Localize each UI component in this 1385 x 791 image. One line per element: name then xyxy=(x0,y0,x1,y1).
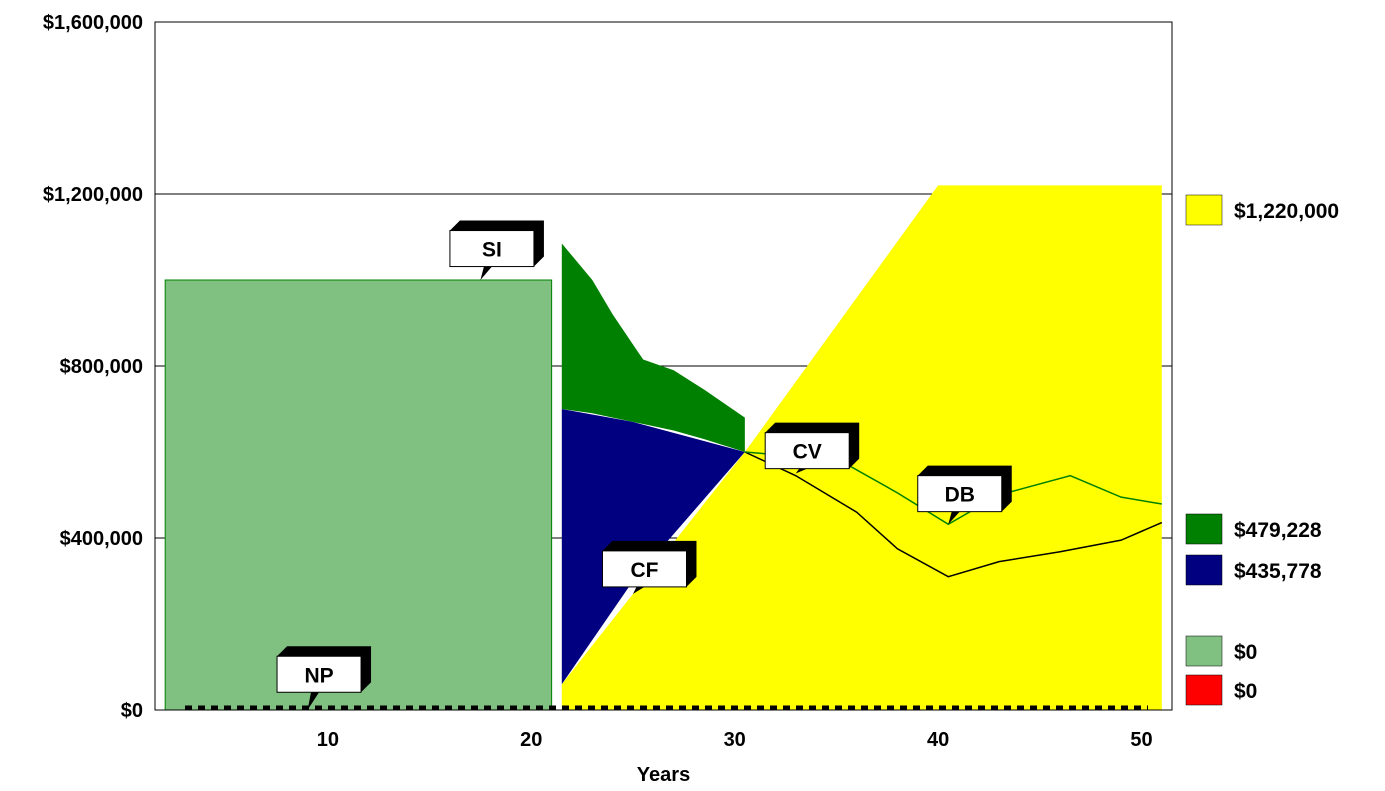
legend: $1,220,000 $479,228 $435,778 $0 $0 xyxy=(1185,194,1339,706)
x-tick-label: 50 xyxy=(1130,729,1152,751)
legend-swatch xyxy=(1185,674,1223,706)
callout-label: DB xyxy=(945,484,975,507)
y-axis: $0 $400,000 $800,000 $1,200,000 $1,600,000 xyxy=(43,12,143,722)
callout-label: SI xyxy=(482,239,502,262)
legend-item: $0 xyxy=(1185,635,1257,667)
legend-label: $0 xyxy=(1234,641,1257,664)
legend-swatch xyxy=(1185,635,1223,667)
y-tick-label: $1,600,000 xyxy=(43,12,143,34)
callout-label: CV xyxy=(793,441,822,464)
callout-db: DB xyxy=(917,465,1012,525)
callout-pointer xyxy=(948,511,960,525)
callout-label: CF xyxy=(630,559,658,582)
x-tick-label: 10 xyxy=(317,729,339,751)
plot-areas xyxy=(164,185,1162,711)
y-tick-label: $800,000 xyxy=(60,356,143,378)
legend-label: $0 xyxy=(1234,680,1257,703)
x-axis-label: Years xyxy=(637,764,690,786)
legend-item: $479,228 xyxy=(1185,513,1322,545)
legend-label: $1,220,000 xyxy=(1234,200,1339,223)
legend-item: $0 xyxy=(1185,674,1257,706)
legend-swatch xyxy=(1185,554,1223,586)
x-tick-label: 40 xyxy=(927,729,949,751)
callout-pointer xyxy=(480,266,492,280)
x-axis: Years 10 20 30 40 50 xyxy=(317,729,1153,786)
legend-item: $435,778 xyxy=(1185,554,1322,586)
callout-cf: CF xyxy=(601,540,697,594)
callout-label: NP xyxy=(304,664,333,687)
area-yellow xyxy=(561,185,1162,710)
area-si xyxy=(164,279,553,711)
callouts: SI NP CF CV DB xyxy=(276,220,1012,710)
x-tick-label: 30 xyxy=(724,729,746,751)
legend-swatch xyxy=(1185,513,1223,545)
line-cv xyxy=(744,451,1163,578)
y-tick-label: $400,000 xyxy=(60,528,143,550)
legend-label: $435,778 xyxy=(1234,560,1322,583)
y-tick-label: $1,200,000 xyxy=(43,184,143,206)
legend-item: $1,220,000 xyxy=(1185,194,1339,226)
area-db xyxy=(561,243,745,452)
callout-pointer xyxy=(307,692,320,710)
callout-np: NP xyxy=(276,646,372,710)
y-tick-label: $0 xyxy=(121,700,143,722)
legend-label: $479,228 xyxy=(1234,519,1322,542)
callout-pointer xyxy=(632,586,645,594)
plot-frame xyxy=(154,21,1173,711)
callout-si: SI xyxy=(449,220,544,280)
legend-swatch xyxy=(1185,194,1223,226)
callout-pointer xyxy=(795,468,808,474)
x-tick-label: 20 xyxy=(520,729,542,751)
callout-cv: CV xyxy=(764,422,860,474)
